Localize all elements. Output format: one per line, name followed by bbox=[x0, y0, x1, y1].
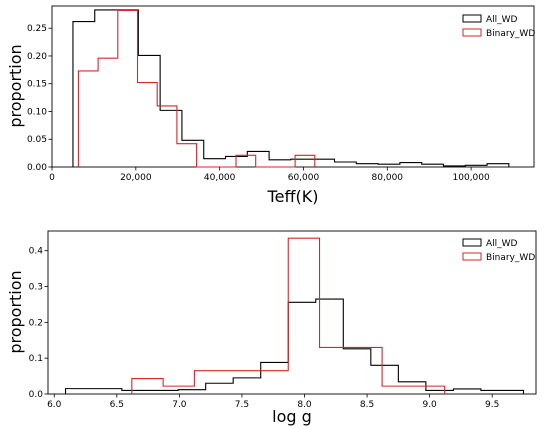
teff-x-tick-label: 60,000 bbox=[288, 173, 320, 183]
teff-x-ticks: 0 20,000 40,000 60,000 80,000 100,000 bbox=[49, 167, 490, 183]
logg-bars bbox=[64, 237, 525, 394]
teff-x-tick-label: 0 bbox=[49, 173, 55, 183]
logg-x-ticks: 6.0 6.5 7.0 7.5 8.0 8.5 9.0 9.5 bbox=[47, 394, 499, 410]
teff-y-axis-title: proportion bbox=[6, 44, 25, 127]
logg-histogram-panel: 6.0 6.5 7.0 7.5 8.0 8.5 9.0 9.5 0.0 0.1 0.2 0.3 0.4… bbox=[6, 230, 537, 426]
legend-swatch-all-wd bbox=[462, 238, 482, 247]
logg-plot-frame bbox=[47, 230, 537, 395]
legend-label-binary-wd: Binary_WD bbox=[486, 253, 535, 263]
logg-x-tick-label: 9.0 bbox=[422, 400, 437, 410]
logg-x-tick-label: 6.5 bbox=[110, 400, 124, 410]
legend-swatch-binary-wd bbox=[462, 252, 482, 261]
logg-y-tick-label: 0.0 bbox=[29, 390, 44, 400]
teff-y-tick-label: 0.00 bbox=[27, 163, 47, 173]
teff-series-all-wd bbox=[72, 9, 510, 167]
teff-bars bbox=[72, 9, 510, 168]
logg-x-tick-label: 6.0 bbox=[47, 400, 62, 410]
teff-x-tick-label: 80,000 bbox=[372, 173, 404, 183]
teff-y-tick-label: 0.20 bbox=[27, 52, 47, 62]
logg-y-tick-label: 0.1 bbox=[29, 354, 43, 364]
teff-series-binary-wd bbox=[77, 9, 316, 168]
logg-x-tick-label: 8.0 bbox=[297, 400, 312, 410]
logg-x-tick-label: 8.5 bbox=[360, 400, 374, 410]
legend-label-all-wd: All_WD bbox=[486, 239, 518, 249]
logg-x-axis-title: log g bbox=[272, 407, 312, 426]
logg-x-tick-label: 7.0 bbox=[172, 400, 187, 410]
logg-y-tick-label: 0.2 bbox=[29, 318, 43, 328]
teff-y-tick-label: 0.15 bbox=[27, 80, 47, 90]
legend-swatch-all-wd bbox=[462, 14, 482, 23]
logg-series-all-wd bbox=[64, 298, 525, 394]
teff-y-tick-label: 0.25 bbox=[27, 24, 47, 34]
legend-label-all-wd: All_WD bbox=[486, 15, 518, 25]
logg-series-binary-wd bbox=[131, 237, 446, 394]
logg-y-ticks: 0.0 0.1 0.2 0.3 0.4 bbox=[29, 247, 48, 400]
teff-legend: All_WD Binary_WD bbox=[462, 14, 535, 39]
logg-y-axis-title: proportion bbox=[6, 270, 25, 353]
logg-x-tick-label: 7.5 bbox=[235, 400, 249, 410]
logg-legend: All_WD Binary_WD bbox=[462, 238, 535, 263]
legend-label-binary-wd: Binary_WD bbox=[486, 29, 535, 39]
teff-x-axis-title: Teff(K) bbox=[267, 187, 319, 206]
teff-histogram-panel: 0 20,000 40,000 60,000 80,000 100,000 0.000.0… bbox=[6, 5, 535, 206]
logg-x-tick-label: 9.5 bbox=[485, 400, 499, 410]
logg-y-tick-label: 0.4 bbox=[29, 247, 44, 257]
teff-plot-frame bbox=[51, 5, 535, 168]
teff-y-tick-label: 0.05 bbox=[27, 135, 47, 145]
teff-y-tick-label: 0.10 bbox=[27, 107, 47, 117]
teff-x-tick-label: 20,000 bbox=[120, 173, 152, 183]
logg-y-tick-label: 0.3 bbox=[29, 283, 43, 293]
legend-swatch-binary-wd bbox=[462, 28, 482, 37]
teff-x-tick-label: 40,000 bbox=[204, 173, 236, 183]
teff-x-tick-label: 100,000 bbox=[453, 173, 490, 183]
teff-y-ticks: 0.00 0.05 0.10 0.15 0.20 0.25 bbox=[27, 24, 52, 173]
